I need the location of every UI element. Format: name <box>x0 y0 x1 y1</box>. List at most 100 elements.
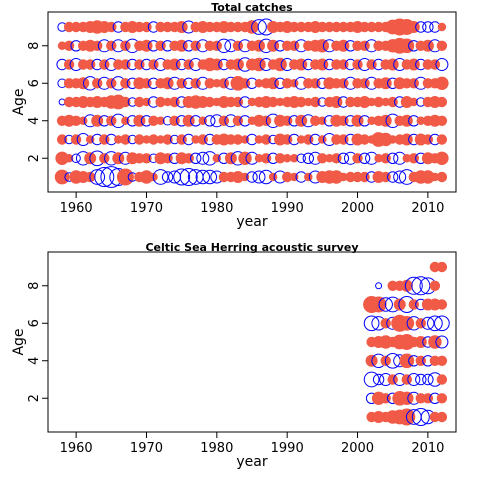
bubble-age9-1975 <box>175 20 188 34</box>
y-tick-label: 2 <box>27 394 42 402</box>
bubble-age1-1978 <box>195 169 211 185</box>
bubble-age2-1991 <box>289 154 299 163</box>
bubble-age8-2008 <box>404 276 423 295</box>
bubble-age8-2001 <box>359 40 370 51</box>
bubble-age1-1970 <box>139 170 154 184</box>
bubble-age6-1980 <box>212 79 222 88</box>
x-tick-label: 2010 <box>411 201 444 216</box>
bubble-age6-2001 <box>359 78 370 89</box>
bubble-age3-1958 <box>56 134 68 145</box>
bubble-age2-1984 <box>238 151 252 166</box>
bubble-age4-1981 <box>218 115 230 127</box>
bubble-age7-1976 <box>183 59 194 70</box>
bubble-age2-1992 <box>296 153 306 164</box>
x-tick-label: 1970 <box>130 201 163 216</box>
bubble-age5-2007 <box>400 95 413 109</box>
bubble-age1-1975 <box>173 168 191 186</box>
bubble-age5-1989 <box>275 97 285 107</box>
bubble-age3-2005 <box>388 135 397 144</box>
bubble-age5-1992 <box>296 96 307 108</box>
bubble-age3-1986 <box>254 135 264 144</box>
bubble-age3-1966 <box>114 135 123 144</box>
bubble-age3-1971 <box>148 134 159 145</box>
plot-frame <box>47 251 457 433</box>
bubble-age8-1963 <box>92 40 103 51</box>
bubble-age9-2012 <box>436 261 448 273</box>
bubble-age2-1977 <box>190 152 202 165</box>
bubble-age1-1983 <box>231 170 244 184</box>
bubble-age9-2009 <box>415 21 427 33</box>
x-tick-label: 1990 <box>271 201 304 216</box>
bubble-age1-1990 <box>282 171 293 183</box>
x-tick-label: 1980 <box>200 201 233 216</box>
y-axis: 2 4 6 8 <box>27 282 48 402</box>
bubble-age5-1969 <box>134 96 145 108</box>
bubble-age5-2012 <box>435 335 449 349</box>
bubble-marks <box>363 261 450 426</box>
bubble-age1-1967 <box>116 168 134 186</box>
bubble-age2-1960 <box>71 153 81 164</box>
bubble-age8-1977 <box>190 40 201 51</box>
bubble-age2-1986 <box>254 154 264 163</box>
panel-acoustic-survey: Celtic Sea Herring acoustic survey 1960 1… <box>11 241 457 470</box>
x-tick-label: 2010 <box>411 441 444 456</box>
bubble-age7-1986 <box>252 57 266 72</box>
bubble-age8-1981 <box>216 38 232 54</box>
bubble-age6-1979 <box>204 78 215 89</box>
bubble-age2-2007 <box>402 154 412 163</box>
bubble-age6-2010 <box>421 316 435 330</box>
bubble-age1-1973 <box>161 171 174 183</box>
bubble-age3-2005 <box>387 374 398 385</box>
bubble-age2-1970 <box>141 153 152 164</box>
x-axis: 1960 1970 1980 1990 2000 2010 <box>60 432 444 456</box>
bubble-age2-1990 <box>282 154 292 163</box>
panel-title: Total catches <box>211 1 293 14</box>
bubble-age5-1993 <box>304 97 313 107</box>
bubble-age1-1997 <box>329 170 344 184</box>
bubble-age1-2012 <box>436 171 448 183</box>
bubble-age4-1971 <box>148 115 159 127</box>
bubble-marks <box>54 18 449 188</box>
bubble-age1-1972 <box>152 169 169 185</box>
y-tick-label: 8 <box>27 282 42 290</box>
bubble-age6-1981 <box>218 78 230 89</box>
panel-total-catches: Total catches 1960 1970 1980 1990 2000 2010 2… <box>11 1 457 230</box>
bubble-age8-1995 <box>315 39 330 53</box>
bubble-age5-1973 <box>163 97 172 107</box>
bubble-age4-2012 <box>436 355 448 366</box>
x-axis: 1960 1970 1980 1990 2000 2010 <box>60 192 444 216</box>
bubble-age7-2006 <box>393 298 406 311</box>
bubble-age1-1964 <box>94 167 115 187</box>
bubble-age1-1963 <box>89 169 106 185</box>
bubble-age7-1989 <box>273 57 287 72</box>
bubble-age5-2008 <box>409 97 419 107</box>
bubble-age3-1967 <box>120 134 131 145</box>
bubble-age5-2001 <box>358 95 371 109</box>
bubble-age6-2004 <box>380 318 391 329</box>
bubble-age3-1973 <box>162 134 173 145</box>
bubble-age2-2001 <box>358 152 371 165</box>
x-tick-label: 1960 <box>60 201 93 216</box>
bubble-age2-2012 <box>436 393 448 404</box>
bubble-age3-1977 <box>191 135 200 144</box>
bubble-age3-2008 <box>407 372 421 387</box>
bubble-age6-1998 <box>338 78 349 89</box>
bubble-age3-1969 <box>134 134 145 145</box>
bubble-age3-1972 <box>156 135 165 144</box>
x-tick-label: 2000 <box>341 201 374 216</box>
bubble-age5-1994 <box>310 96 321 108</box>
bubble-age5-1979 <box>204 96 215 108</box>
x-tick-label: 1980 <box>200 441 233 456</box>
bubble-age7-2011 <box>429 59 441 70</box>
bubble-age2-1995 <box>317 153 328 164</box>
bubble-age6-1973 <box>161 77 174 90</box>
bubble-age5-1988 <box>267 96 279 108</box>
bubble-age4-2012 <box>436 115 448 127</box>
y-axis: 2 4 6 8 <box>27 42 48 162</box>
bubble-age2-1959 <box>64 154 74 163</box>
bubble-age8-2003 <box>375 282 383 290</box>
bubble-age1-2009 <box>411 408 430 426</box>
bubble-age7-2000 <box>352 59 363 70</box>
bubble-age2-2003 <box>374 154 383 163</box>
bubble-age5-2003 <box>373 96 384 108</box>
